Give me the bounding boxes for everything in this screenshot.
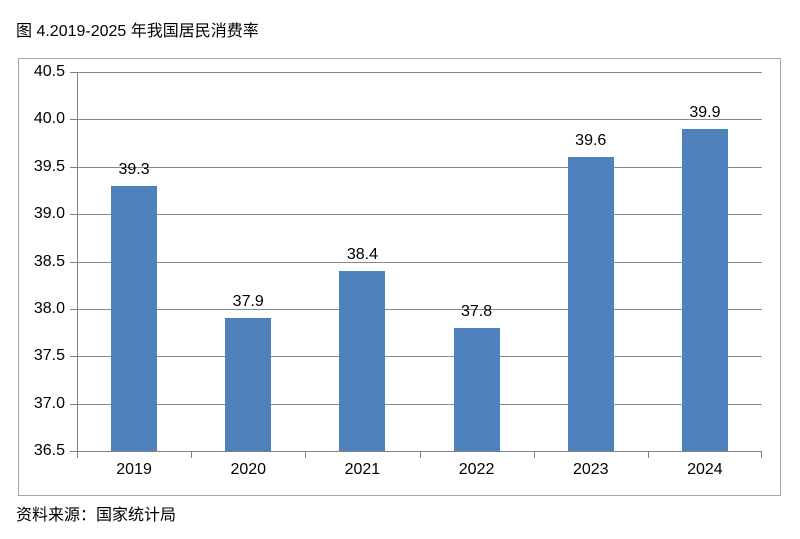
y-axis-tick [70, 166, 77, 168]
bar [225, 318, 272, 451]
y-axis-tick-label: 37.5 [33, 347, 65, 365]
bar-value-label: 39.9 [689, 103, 721, 121]
y-axis-tick-label: 36.5 [33, 442, 65, 459]
y-axis-tick-label: 37.0 [33, 394, 65, 412]
y-axis-tick-label: 40.0 [33, 110, 65, 128]
bar [111, 185, 158, 451]
x-axis-tick [647, 451, 649, 458]
x-axis-tick [77, 451, 78, 458]
gridline [77, 356, 762, 358]
x-axis-tick [533, 451, 535, 458]
y-axis-tick [70, 119, 77, 121]
x-axis-category-label: 2022 [458, 461, 495, 478]
chart-title: 图 4.2019-2025 年我国居民消费率 [16, 23, 259, 40]
bar [339, 270, 386, 451]
bar [453, 327, 500, 451]
y-axis-tick [70, 261, 77, 263]
x-axis-category-label: 2020 [230, 461, 267, 478]
chart-frame: 40.5 40.0 39.5 39.0 38.5 38.0 37.5 37.0 36.5 39.3… [18, 58, 781, 496]
y-axis-tick-label: 38.0 [33, 299, 65, 317]
y-axis-tick-label: 39.0 [33, 205, 65, 223]
gridline [77, 403, 762, 405]
x-axis-tick [419, 451, 421, 458]
bar-value-label: 39.6 [575, 132, 607, 150]
gridline [77, 308, 762, 310]
gridline [77, 261, 762, 263]
gridline [77, 214, 762, 216]
plot-area: 40.5 40.0 39.5 39.0 38.5 38.0 37.5 37.0 36.5 39.3… [34, 63, 762, 478]
y-axis-tick-label: 39.5 [33, 157, 65, 175]
gridline [77, 119, 762, 121]
y-axis-tick [70, 451, 77, 452]
y-axis-tick [70, 308, 77, 310]
y-axis-tick [70, 356, 77, 358]
x-axis-tick [761, 451, 762, 458]
gridline [77, 72, 762, 73]
source-note: 资料来源：国家统计局 [16, 507, 177, 524]
y-axis-tick [70, 72, 77, 73]
bar [567, 157, 614, 451]
x-axis-category-label: 2021 [344, 461, 381, 478]
y-axis-tick-label: 38.5 [33, 252, 65, 270]
y-axis-tick-label: 40.5 [33, 63, 65, 80]
bar-value-label: 37.8 [461, 302, 493, 320]
y-axis-tick [70, 403, 77, 405]
y-axis-tick [70, 214, 77, 216]
x-axis-category-label: 2023 [572, 461, 609, 478]
bar [681, 128, 728, 451]
x-axis-category-label: 2024 [687, 461, 723, 478]
bar-value-label: 37.9 [232, 293, 264, 311]
x-axis-tick [191, 451, 193, 458]
x-axis-tick [305, 451, 307, 458]
gridline [77, 166, 762, 168]
bar-value-label: 38.4 [346, 245, 378, 263]
x-axis-category-label: 2019 [116, 461, 152, 478]
bar-value-label: 39.3 [118, 160, 150, 178]
